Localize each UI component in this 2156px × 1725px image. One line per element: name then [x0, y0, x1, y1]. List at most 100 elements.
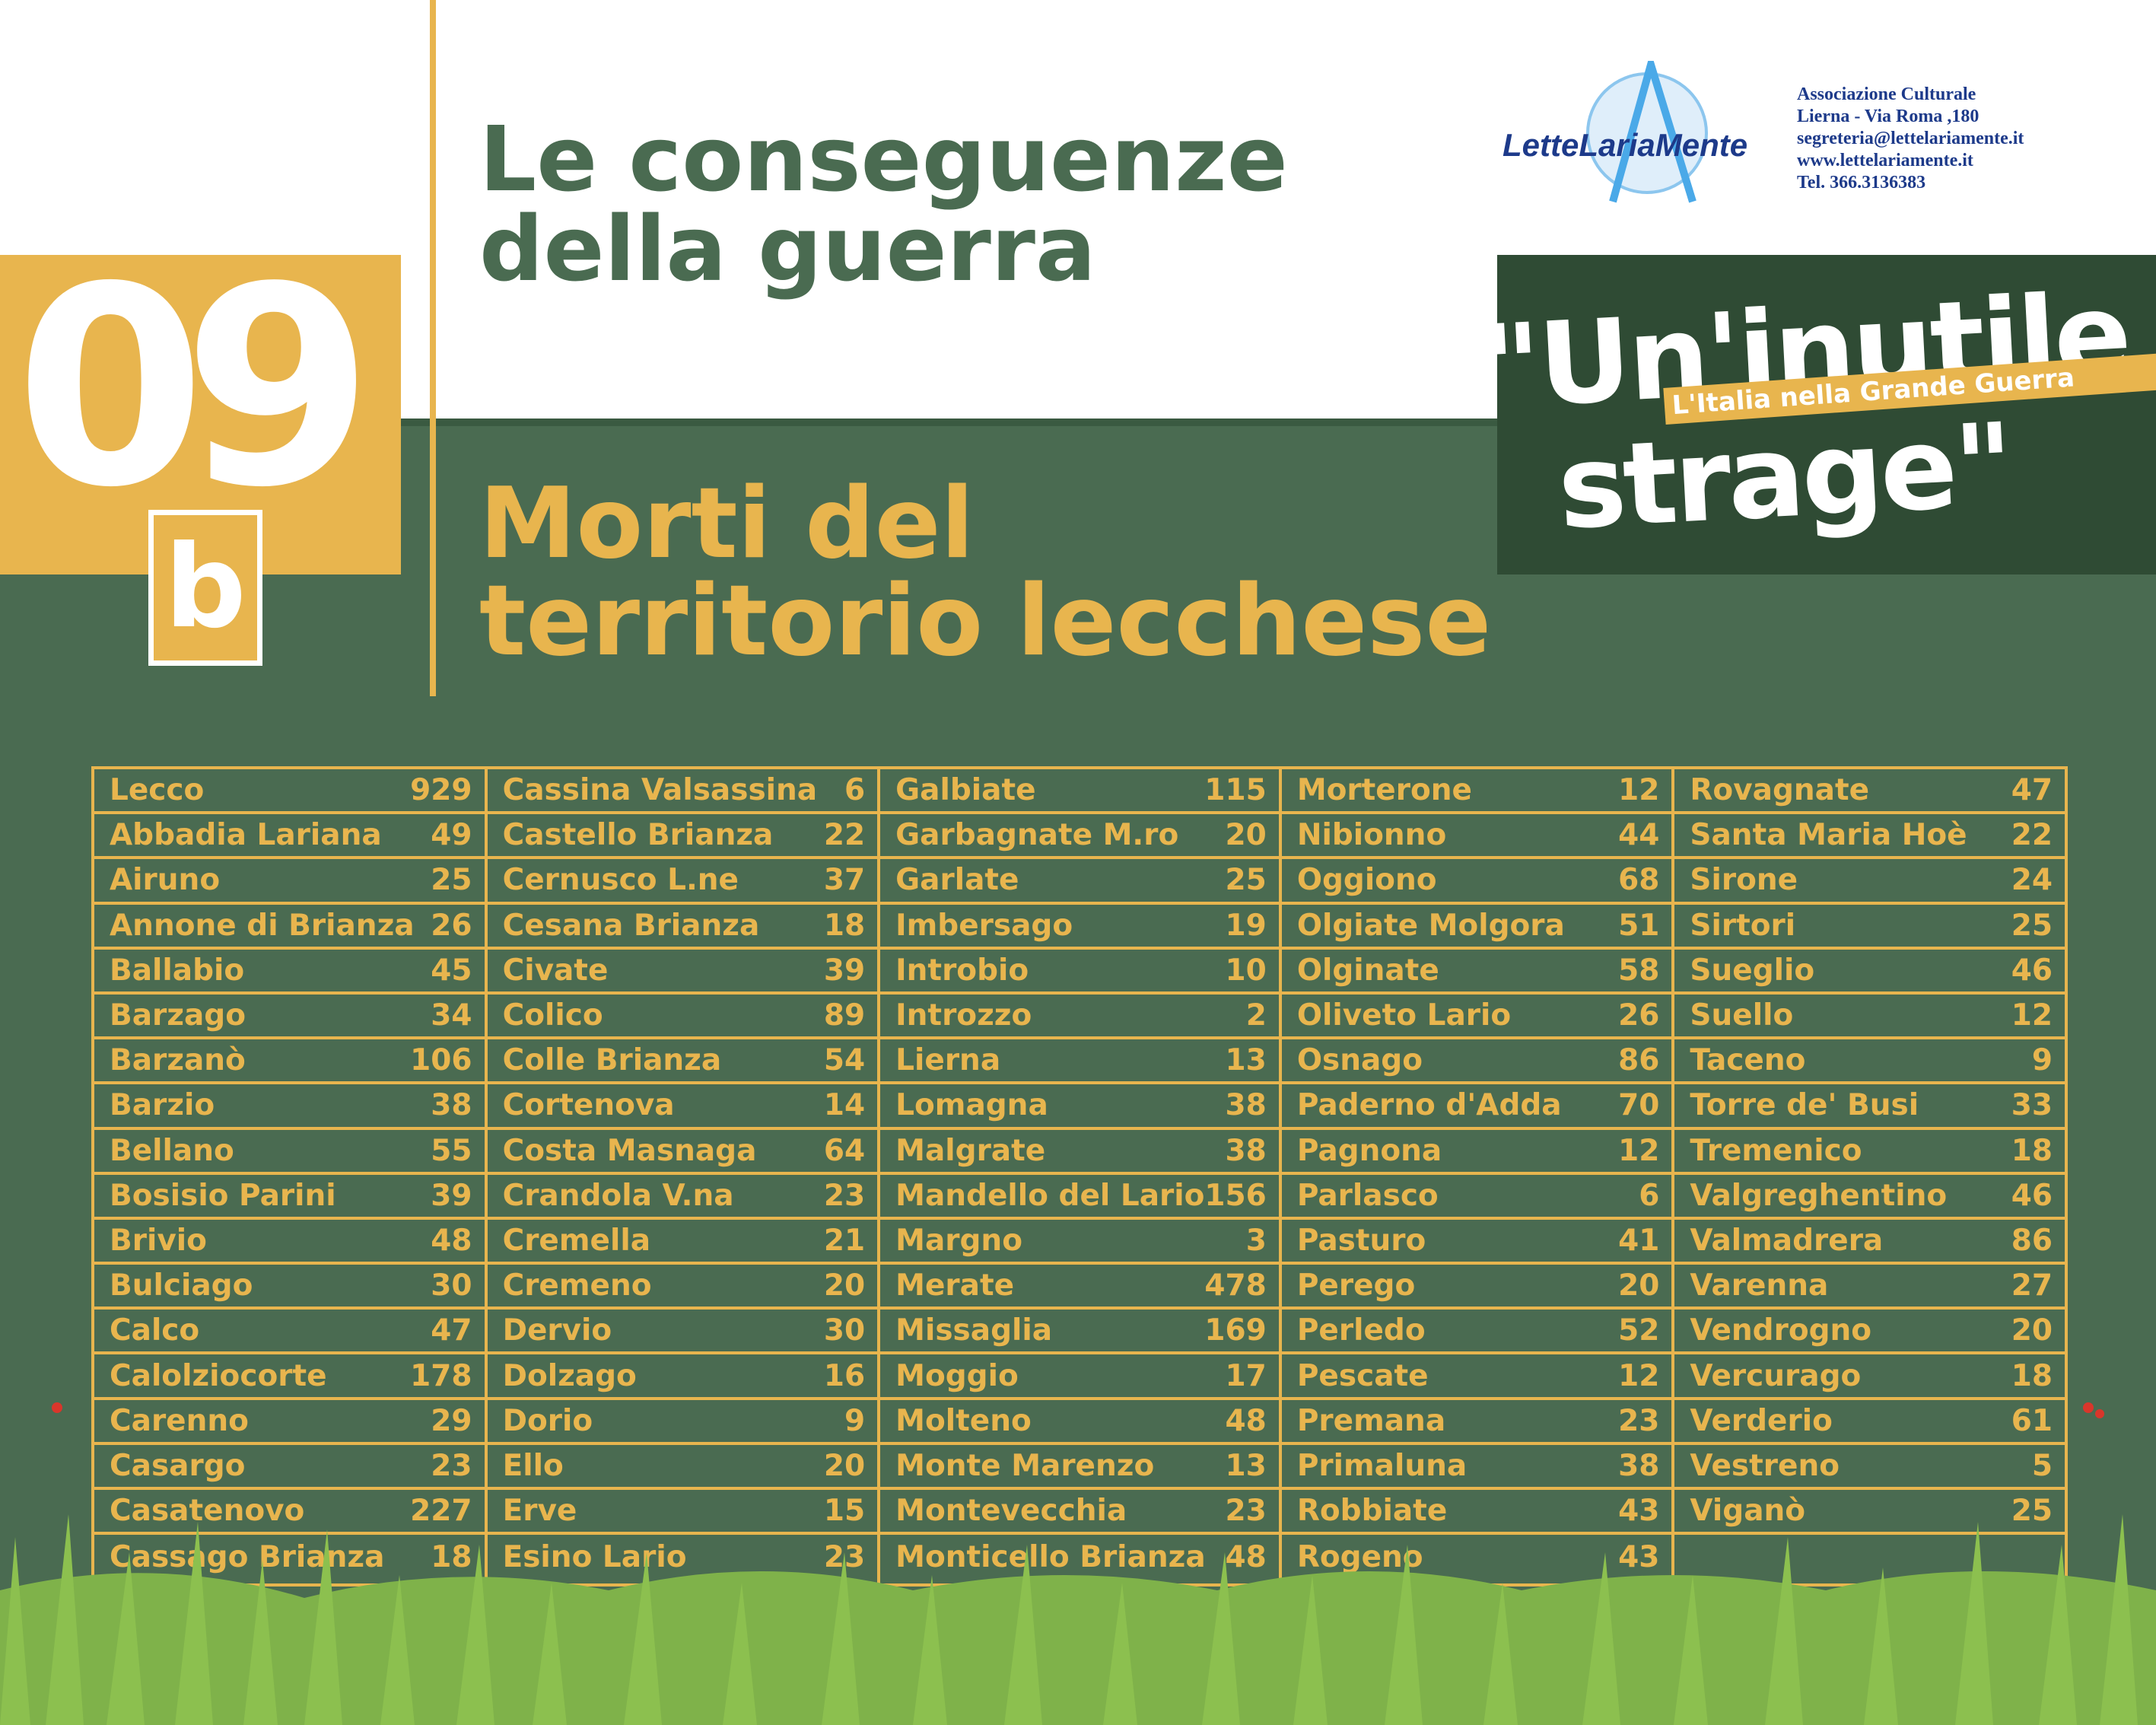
death-count: 61	[2011, 1403, 2053, 1438]
death-count: 29	[431, 1403, 472, 1438]
municipality-name: Erve	[502, 1494, 577, 1529]
death-count: 115	[1204, 773, 1267, 808]
death-count: 6	[1639, 1178, 1660, 1213]
municipality-name: Monte Marenzo	[895, 1448, 1155, 1483]
table-row: Pagnona 12	[1281, 1130, 1672, 1175]
municipality-name: Moggio	[895, 1358, 1019, 1393]
municipality-name: Suello	[1690, 998, 1794, 1033]
death-count: 64	[823, 1133, 866, 1168]
death-count: 12	[1618, 1358, 1660, 1393]
municipality-name: Nibionno	[1296, 818, 1447, 853]
table-row: Valmadrera 86	[1674, 1220, 2065, 1265]
death-count: 22	[823, 818, 866, 853]
table-column: Lecco 929 Abbadia Lariana 49 Airuno 25 Annone …	[94, 769, 488, 1583]
death-count: 25	[1225, 863, 1267, 898]
death-count: 38	[1225, 1133, 1267, 1168]
death-count: 20	[823, 1268, 866, 1303]
table-row: Calco 47	[94, 1310, 485, 1355]
municipality-name: Oggiono	[1296, 863, 1437, 898]
death-count: 68	[1618, 863, 1660, 898]
table-row: Esino Lario 23	[488, 1535, 878, 1580]
table-row: Ello 20	[487, 1445, 878, 1490]
death-count: 169	[1204, 1313, 1267, 1348]
death-count: 178	[410, 1358, 472, 1393]
table-row: Erve 15	[487, 1490, 878, 1536]
table-row: Tremenico 18	[1674, 1130, 2065, 1175]
municipality-name: Verderio	[1690, 1403, 1833, 1438]
municipality-name: Bellano	[110, 1133, 234, 1168]
death-count: 14	[823, 1088, 866, 1123]
death-count: 929	[410, 773, 472, 808]
municipality-name: Cesana Brianza	[502, 908, 760, 943]
table-row: Castello Brianza 22	[487, 814, 878, 860]
table-row: Airuno 25	[94, 859, 485, 905]
table-row: Colle Brianza 54	[487, 1039, 878, 1085]
municipality-name: Casargo	[110, 1448, 246, 1483]
table-row: Varenna 27	[1674, 1265, 2065, 1310]
table-row: Introzzo 2	[880, 995, 1279, 1040]
municipality-name: Molteno	[895, 1403, 1032, 1438]
municipality-name: Casatenovo	[110, 1494, 305, 1529]
org-website[interactable]: www.lettelariamente.it	[1797, 151, 1973, 170]
table-row: Annone di Brianza 26	[94, 905, 485, 950]
table-row: Costa Masnaga 64	[487, 1130, 878, 1175]
org-phone: Tel. 366.3136383	[1797, 173, 1926, 193]
municipality-name: Sirone	[1690, 863, 1798, 898]
municipality-name: Abbadia Lariana	[110, 818, 382, 853]
death-count: 48	[1225, 1403, 1267, 1438]
death-count: 26	[1618, 998, 1660, 1033]
death-count: 33	[2011, 1088, 2053, 1123]
table-row: Brivio 48	[94, 1220, 485, 1265]
municipality-name: Civate	[502, 953, 609, 988]
death-count: 51	[1618, 908, 1660, 943]
death-count: 43	[1618, 1494, 1660, 1529]
table-row: Lomagna 38	[880, 1084, 1279, 1130]
table-row: Paderno d'Adda 70	[1281, 1084, 1672, 1130]
municipality-name: Perledo	[1296, 1313, 1426, 1348]
table-row: Crandola V.na 23	[487, 1175, 878, 1220]
municipality-name: Sueglio	[1690, 953, 1815, 988]
table-row: Primaluna 38	[1281, 1445, 1672, 1490]
municipality-name: Cassago Brianza	[110, 1540, 385, 1575]
municipality-name: Perego	[1296, 1268, 1416, 1303]
death-count: 18	[2011, 1358, 2053, 1393]
table-row: Monte Marenzo 13	[880, 1445, 1279, 1490]
association-info: Associazione Culturale Lierna - Via Roma…	[1797, 84, 2024, 194]
municipality-name: Pagnona	[1296, 1133, 1442, 1168]
death-count: 70	[1618, 1088, 1660, 1123]
death-count: 46	[2011, 953, 2053, 988]
municipality-name: Brivio	[110, 1223, 207, 1258]
subtitle-line-1: Morti del	[479, 467, 975, 581]
death-count: 18	[2011, 1133, 2053, 1168]
deaths-table: Lecco 929 Abbadia Lariana 49 Airuno 25 Annone …	[91, 766, 2068, 1587]
municipality-name: Valmadrera	[1690, 1223, 1884, 1258]
death-count: 86	[2011, 1223, 2053, 1258]
badge-line-2: strage"	[1554, 399, 2014, 555]
death-count: 16	[823, 1358, 866, 1393]
death-count: 13	[1225, 1448, 1267, 1483]
org-email[interactable]: segreteria@lettelariamente.it	[1797, 129, 2024, 148]
municipality-name: Parlasco	[1296, 1178, 1439, 1213]
municipality-name: Margno	[895, 1223, 1022, 1258]
table-row: Premana 23	[1281, 1400, 1672, 1445]
municipality-name: Carenno	[110, 1403, 249, 1438]
death-count: 19	[1225, 908, 1267, 943]
death-count: 23	[1618, 1403, 1660, 1438]
title-line-2: della guerra	[479, 196, 1096, 301]
table-row: Cortenova 14	[487, 1084, 878, 1130]
table-column: Cassina Valsassina 6 Castello Brianza 22 Cer…	[487, 769, 881, 1583]
municipality-name: Introbio	[895, 953, 1029, 988]
table-row: Monticello Brianza 48	[880, 1535, 1279, 1580]
municipality-name: Castello Brianza	[502, 818, 774, 853]
table-row: Lierna 13	[880, 1039, 1279, 1085]
table-row: Mandello del Lario 156	[880, 1175, 1279, 1220]
death-count: 106	[410, 1043, 472, 1078]
death-count: 55	[431, 1133, 472, 1168]
municipality-name: Olginate	[1296, 953, 1439, 988]
subtitle-line-2: territorio lecchese	[479, 565, 1492, 678]
table-row: Dervio 30	[487, 1310, 878, 1355]
death-count: 26	[431, 908, 472, 943]
table-row: Molteno 48	[880, 1400, 1279, 1445]
panel-number: 09	[15, 228, 374, 547]
municipality-name: Costa Masnaga	[502, 1133, 757, 1168]
